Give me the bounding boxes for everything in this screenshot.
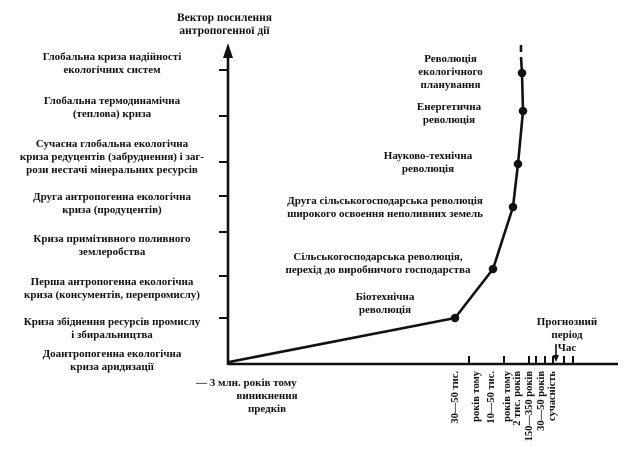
text-line: революція (358, 304, 412, 316)
text-line: криза (продуцентів) (62, 204, 162, 216)
text-line: антропогенної дії (179, 25, 270, 37)
y-axis-ticks (219, 69, 228, 319)
text-line: Вектор посилення (176, 12, 273, 24)
revolution-label-scientific-technical: Науково-технічна революція (368, 150, 488, 176)
text-line: Друга сільськогосподарська революція (287, 195, 483, 207)
text-line: (теплова) криза (72, 108, 152, 120)
revolution-label-agricultural: Сільськогосподарська революція, перехід … (240, 251, 516, 277)
text-line: екологічних систем (63, 64, 161, 76)
text-line: широкого освоення неполивних земель (287, 208, 483, 220)
text-line: Глобальна термодинамічна (43, 95, 181, 107)
crisis-label-second-anthropogenic: Друга антропогенна екологічна криза (про… (2, 191, 222, 217)
text-line: Сучасна глобальна екологічна (35, 138, 189, 150)
text-line: криза аридизації (70, 361, 154, 373)
text-line: перехід до виробничого господарства (285, 264, 471, 276)
text-line: криза (консументів, перепромислу) (24, 289, 200, 301)
text-line: Доантропогенна екологічна (42, 348, 182, 360)
origin-label: — 3 млн. років тому виникнення предків (196, 377, 338, 416)
text-line: Науково-технічна (383, 150, 473, 162)
x-tick-label-1: 30—50 тис. (450, 371, 461, 424)
text-line: предків (247, 403, 287, 415)
data-point-biotechnical (450, 313, 460, 323)
text-line: Криза збіднення ресурсів промислу (23, 316, 201, 328)
crisis-label-first-anthropogenic: Перша антропогенна екологічна криза (кон… (2, 276, 222, 302)
text-line: Енергетична (416, 101, 482, 113)
x-tick-label-2: років тому (471, 371, 482, 422)
text-line: Глобальна криза надійності (42, 51, 182, 63)
text-line: екологічного (418, 66, 483, 78)
text-line: виникнення (236, 390, 298, 402)
text-line: землеробства (78, 246, 146, 258)
text-line: криза редуцентів (забруднення) і заг- (19, 151, 205, 163)
text-line: Сільськогосподарська революція, (293, 251, 463, 263)
text-line: — 3 млн. років тому (196, 377, 297, 389)
x-axis-ticks (468, 356, 574, 364)
text-line: революція (422, 114, 476, 126)
text-line: Прогнозний (536, 316, 598, 328)
crisis-label-primitive-irrigation: Криза примітивного поливного землеробств… (2, 233, 222, 259)
revolution-label-biotechnical: Біотехнічна революція (330, 291, 440, 317)
crisis-label-global-reliability: Глобальна криза надійності екологічних с… (2, 51, 222, 77)
text-line: планування (420, 79, 481, 91)
crisis-label-thermodynamic: Глобальна термодинамічна (теплова) криза (2, 95, 222, 121)
crisis-label-resource-depletion: Криза збіднення ресурсів промислу і збир… (2, 316, 222, 342)
crisis-label-pre-anthropogenic: Доантропогенна екологічна криза аридизац… (2, 348, 222, 374)
data-point-ecological-planning (517, 68, 527, 78)
growth-curve (228, 56, 525, 364)
text-line: Перша антропогенна екологічна (30, 276, 194, 288)
data-point-agricultural (488, 264, 498, 274)
time-axis-label: Час (557, 342, 577, 354)
text-line: Криза примітивного поливного (33, 233, 191, 245)
text-line: рози нестачі мінеральних ресурсів (26, 164, 198, 176)
data-points (450, 68, 528, 323)
data-point-second-agricultural (508, 202, 518, 212)
text-line: Друга антропогенна екологічна (33, 191, 191, 203)
text-line: період (551, 329, 583, 341)
y-axis-title: Вектор посилення антропогенної дії (152, 12, 297, 38)
data-point-energy (518, 106, 528, 116)
forecast-period-label: Прогнозний період Час (517, 316, 617, 355)
crisis-label-modern-global: Сучасна глобальна екологічна криза редуц… (2, 138, 222, 177)
revolution-label-ecological-planning: Революція екологічного планування (398, 53, 503, 92)
data-point-scientific-technical (513, 159, 523, 169)
x-tick-label-3: 10—50 тис. (486, 371, 497, 424)
revolution-label-second-agricultural: Друга сільськогосподарська революція шир… (247, 195, 523, 221)
revolution-label-energy: Енергетична революція (394, 101, 504, 127)
y-axis-arrow-icon (223, 43, 233, 58)
x-tick-label-8: сучасність (547, 371, 558, 421)
time-arrow-icon (553, 344, 559, 362)
text-line: Біотехнічна (355, 291, 415, 303)
text-line: революція (401, 163, 455, 175)
text-line: Революція (424, 53, 477, 65)
text-line: і збиральництва (71, 329, 153, 341)
